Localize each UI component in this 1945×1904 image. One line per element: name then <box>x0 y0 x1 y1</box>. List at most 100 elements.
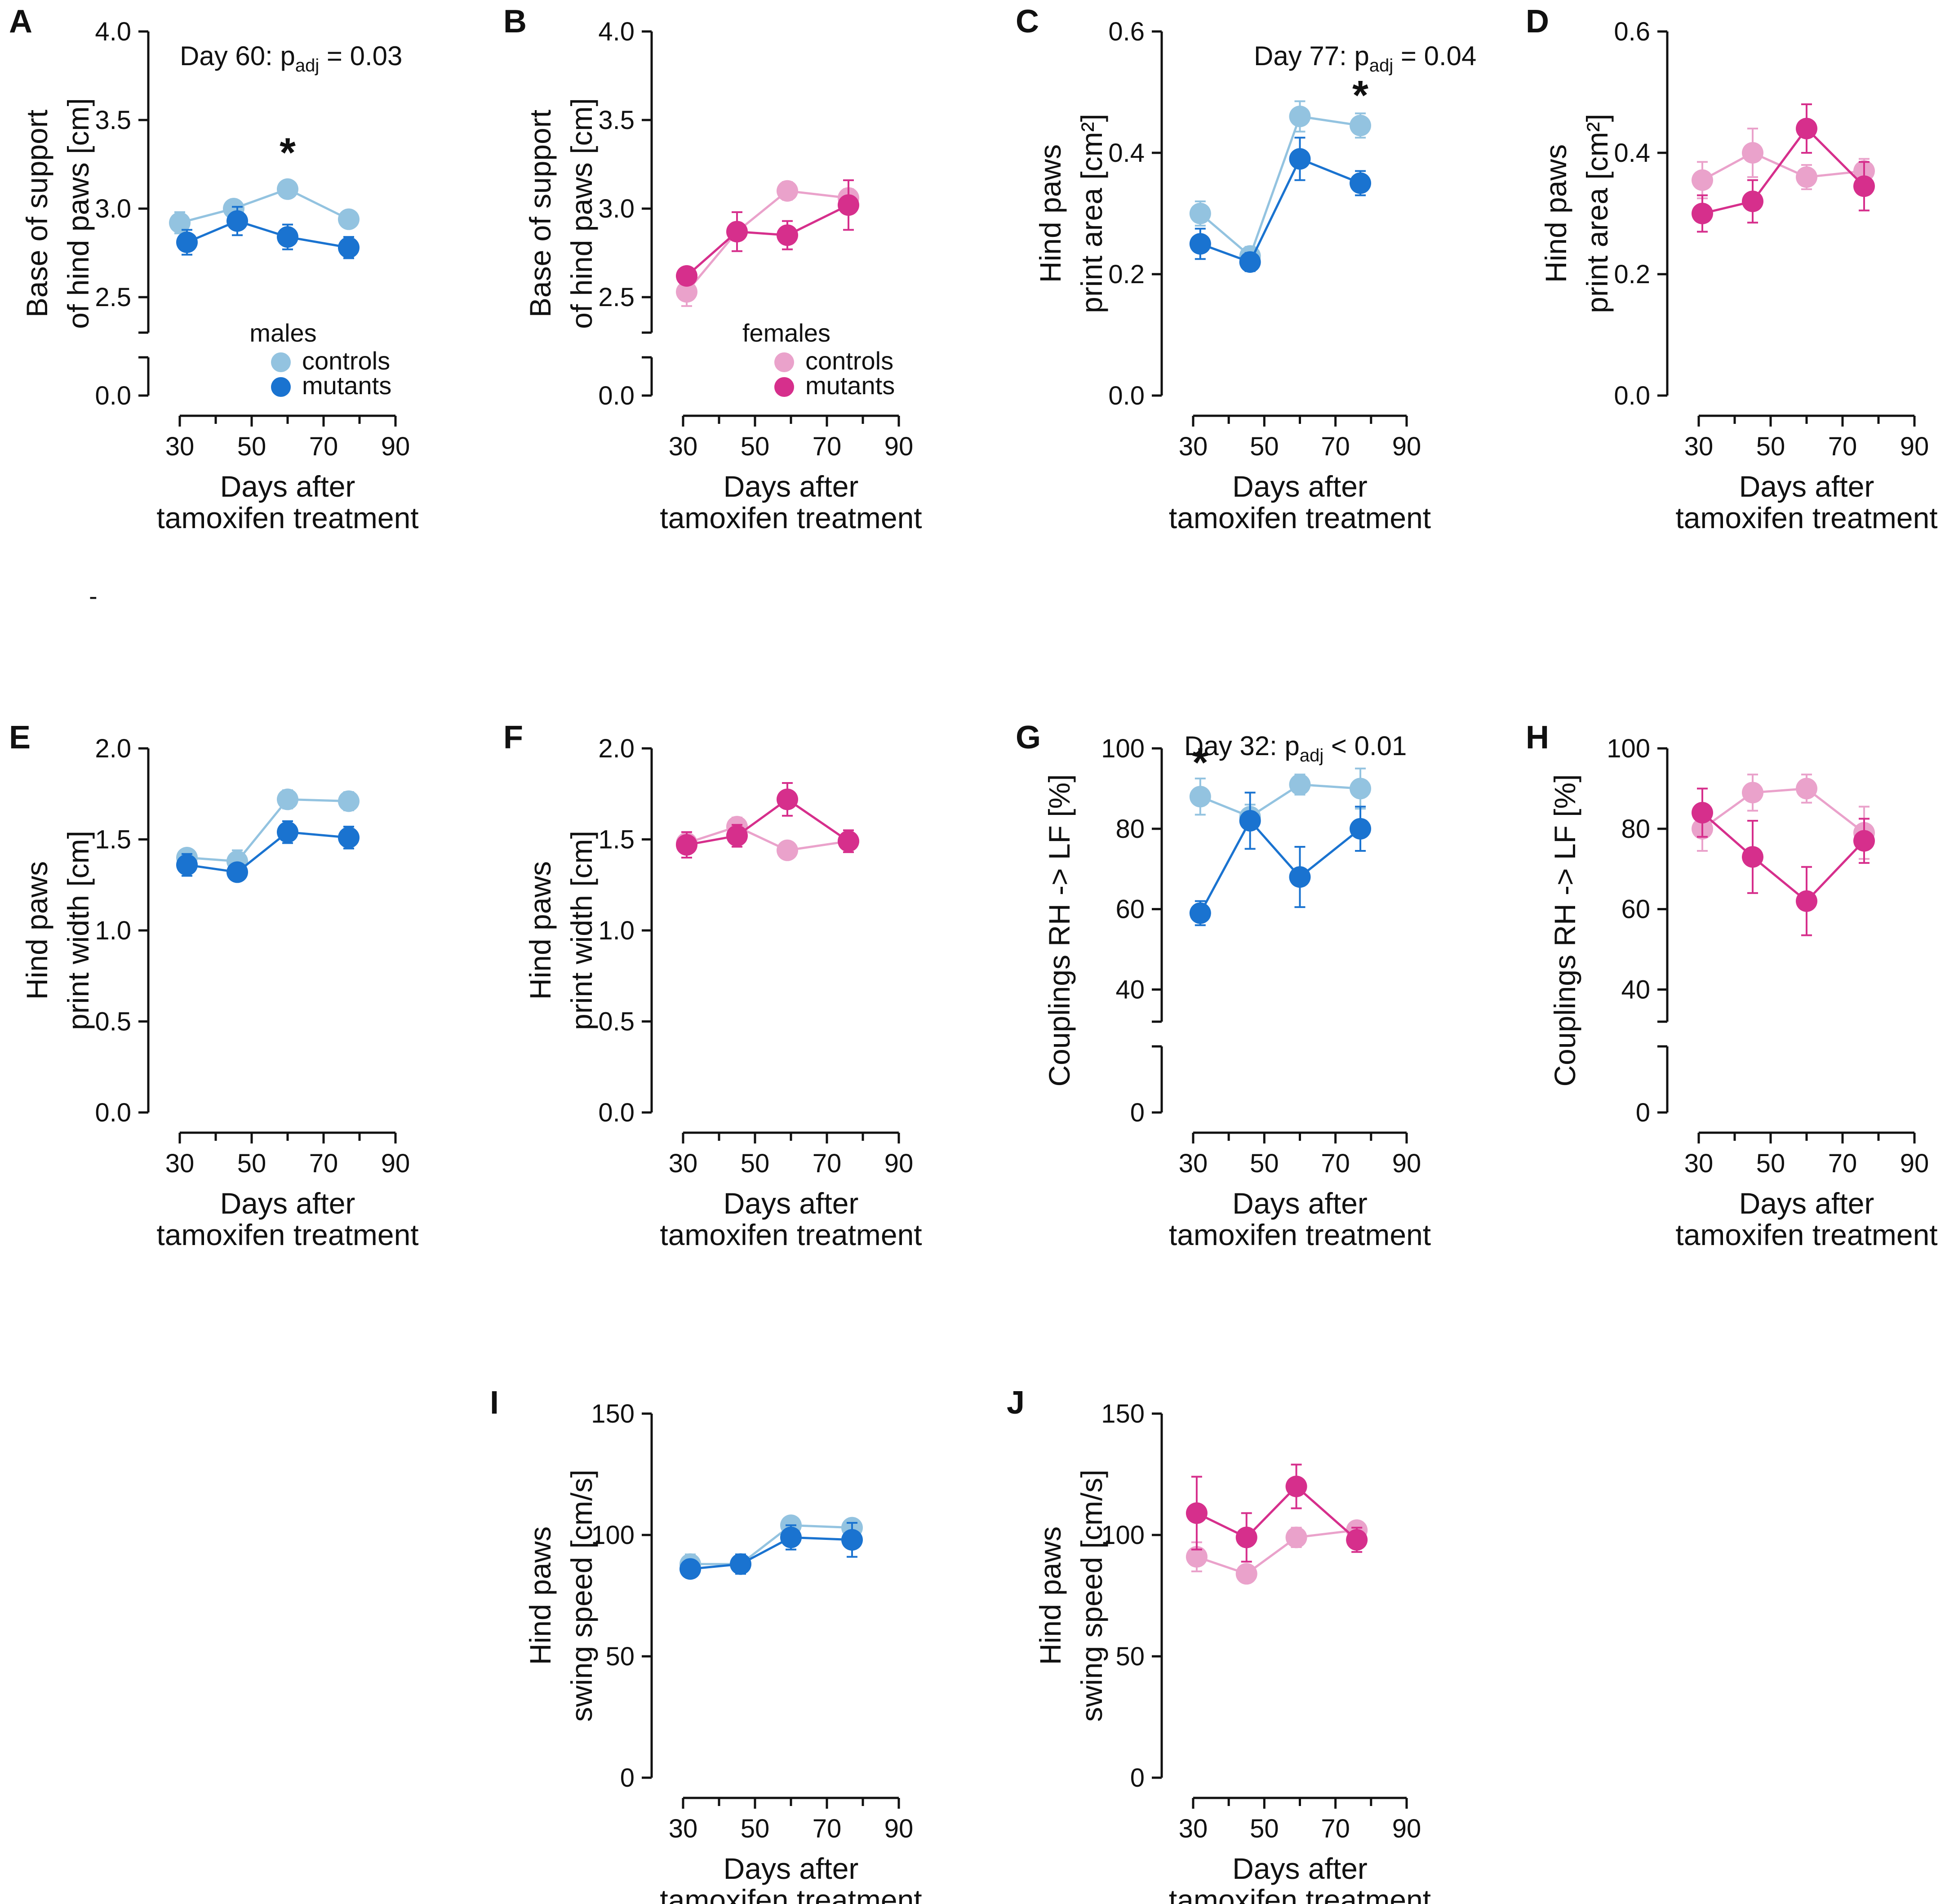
panel-b: B 0.0 2.5 3.0 3.5 4.0 Base of support of hind p… <box>503 4 922 534</box>
y-axis-title: Hind paws <box>524 861 557 1000</box>
x-axis-title: Days after <box>220 1187 355 1220</box>
x-axis-title: Days after <box>1232 1852 1368 1885</box>
data-point <box>277 821 298 843</box>
panel-letter: I <box>490 1385 499 1421</box>
x-tick-label: 70 <box>813 1814 842 1843</box>
y-tick-label: 0 <box>620 1763 635 1793</box>
y-tick-label: 0.5 <box>598 1007 635 1037</box>
x-tick-label: 70 <box>1828 432 1857 461</box>
series-line <box>1196 1485 1358 1541</box>
data-point <box>226 210 248 232</box>
x-tick-label: 90 <box>1900 432 1929 461</box>
x-tick-label: 50 <box>741 432 770 461</box>
series-mutants <box>1692 103 1875 233</box>
x-tick-label: 50 <box>237 432 266 461</box>
x-axis-title: tamoxifen treatment <box>1675 1218 1937 1251</box>
x-tick-label: 70 <box>1321 432 1350 461</box>
y-axis-title: swing speed [cm/s] <box>565 1469 598 1722</box>
series-controls <box>1189 767 1372 830</box>
legend-marker <box>774 377 794 397</box>
significance-annotation: Day 32: padj < 0.01 <box>1184 731 1407 765</box>
x-tick-label: 90 <box>381 432 410 461</box>
panel-j: J 0 50 100 150 Hind paws swing speed [cm/s] 30 5… <box>1007 1385 1431 1904</box>
panel-e: E 0.0 0.5 1.0 1.5 2.0 Hind paws print width [cm… <box>9 720 419 1251</box>
y-axis-title: of hind paws [cm] <box>565 98 598 329</box>
series-mutants <box>676 179 859 287</box>
y-axis-title: print area [cm²] <box>1075 114 1108 313</box>
x-axis-title: tamoxifen treatment <box>1169 1218 1431 1251</box>
y-tick-label: 100 <box>1101 1521 1145 1550</box>
y-axis-title: Hind paws <box>1539 144 1572 283</box>
x-tick-label: 50 <box>1756 432 1785 461</box>
x-tick-label: 50 <box>1250 1149 1279 1178</box>
series-line <box>187 831 349 874</box>
y-tick-label: 100 <box>1607 734 1650 763</box>
x-tick-label: 70 <box>309 432 338 461</box>
y-tick-label: 40 <box>1115 975 1145 1004</box>
x-tick-label: 70 <box>813 432 842 461</box>
data-point <box>338 236 360 258</box>
series-mutants <box>676 782 859 859</box>
data-point <box>1796 166 1817 188</box>
y-tick-label: 1.0 <box>598 916 635 945</box>
data-point <box>1289 774 1311 796</box>
y-tick-label: 4.0 <box>95 17 131 46</box>
y-tick-label: 0.2 <box>1614 260 1650 289</box>
x-tick-label: 70 <box>309 1149 338 1178</box>
data-point <box>1853 175 1875 197</box>
series-controls <box>1692 774 1875 860</box>
data-point <box>1289 866 1311 888</box>
y-axis-title: Hind paws <box>20 861 53 1000</box>
y-tick-label: 2.0 <box>95 734 131 763</box>
series-line <box>1199 115 1361 258</box>
y-tick-label: 2.0 <box>598 734 635 763</box>
y-tick-label: 0.0 <box>1108 381 1145 410</box>
panel-c: C 0.0 0.2 0.4 0.6 Hind paws print area [cm²] 30… <box>1016 4 1476 534</box>
y-tick-label: 100 <box>1101 734 1145 763</box>
data-point <box>169 212 191 234</box>
x-tick-label: 30 <box>669 1149 698 1178</box>
x-axis-title: tamoxifen treatment <box>660 1218 922 1251</box>
data-point <box>1742 142 1763 164</box>
x-axis-title: Days after <box>724 470 859 503</box>
data-point <box>676 281 697 303</box>
x-axis-title: tamoxifen treatment <box>156 1218 418 1251</box>
data-point <box>1796 890 1817 912</box>
x-tick-label: 90 <box>884 1149 914 1178</box>
series-mutants <box>1189 137 1372 273</box>
y-tick-label: 1.5 <box>598 825 635 854</box>
x-tick-label: 70 <box>813 1149 842 1178</box>
x-axis-title: Days after <box>724 1187 859 1220</box>
panel-a: A 0.0 2.5 3.0 3.5 4.0 Base of support of hind p… <box>9 4 419 534</box>
data-point <box>679 1558 701 1580</box>
data-point <box>1239 810 1261 832</box>
series-mutants <box>1186 1464 1368 1563</box>
panel-i: I 0 50 100 150 Hind paws swing speed [cm/s] 30 5… <box>490 1385 922 1904</box>
x-axis-title: tamoxifen treatment <box>1675 501 1937 534</box>
x-tick-label: 50 <box>1756 1149 1785 1178</box>
x-tick-label: 30 <box>1684 432 1714 461</box>
panel-letter: F <box>503 720 523 756</box>
x-axis-title: tamoxifen treatment <box>1169 501 1431 534</box>
series-line <box>1701 812 1865 903</box>
significance-annotation: Day 77: padj = 0.04 <box>1254 41 1476 76</box>
y-axis-title: Base of support <box>524 110 557 317</box>
data-point <box>777 788 798 810</box>
series-line <box>690 1524 853 1566</box>
x-tick-label: 70 <box>1321 1149 1350 1178</box>
data-point <box>1189 233 1211 255</box>
x-tick-label: 30 <box>1179 1814 1208 1843</box>
data-point <box>1239 251 1261 273</box>
y-tick-label: 3.5 <box>95 106 131 135</box>
y-tick-label: 0 <box>1636 1098 1650 1127</box>
data-point <box>1742 846 1763 868</box>
significance-star: * <box>280 130 296 176</box>
data-point <box>1186 1502 1208 1524</box>
y-axis-title: Hind paws <box>1034 144 1067 283</box>
data-point <box>1742 191 1763 212</box>
legend-marker <box>774 352 794 372</box>
series-controls <box>676 816 859 861</box>
x-axis-title: tamoxifen treatment <box>660 1883 922 1904</box>
x-axis-title: Days after <box>1739 1187 1874 1220</box>
